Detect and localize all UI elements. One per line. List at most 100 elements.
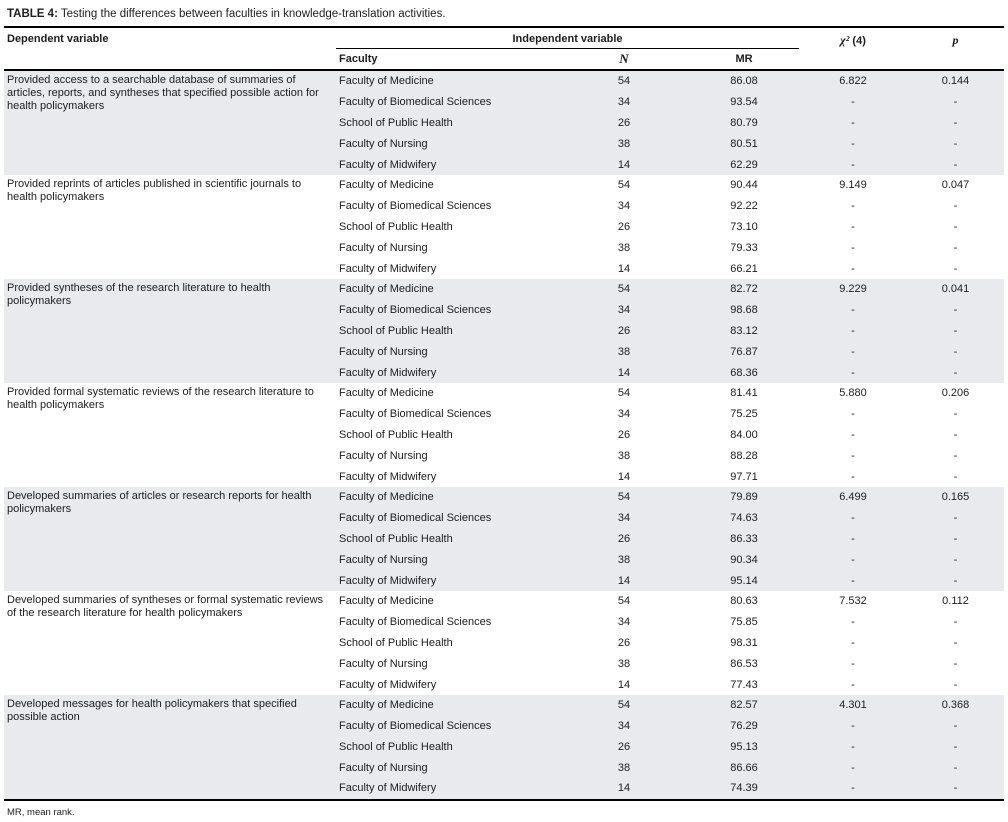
mr-cell: 77.43 xyxy=(730,678,758,691)
chi-square-cell: - xyxy=(851,200,855,213)
table-row: Faculty of Biomedical Sciences 34 75.85 - - xyxy=(4,612,1004,633)
chi-square-cell: - xyxy=(799,299,908,321)
faculty-cell: School of Public Health xyxy=(339,636,453,649)
mr-cell: 79.33 xyxy=(730,241,758,254)
table-row: Faculty of Nursing 38 86.53 - - xyxy=(4,653,1004,674)
faculty-cell: Faculty of Medicine xyxy=(336,694,559,716)
p-value-cell: 0.206 xyxy=(941,387,970,400)
table-row: Developed summaries of syntheses or form… xyxy=(4,591,1004,619)
faculty-cell: Faculty of Nursing xyxy=(336,133,559,155)
chi-square-cell: 6.822 xyxy=(799,70,908,92)
n-cell: 38 xyxy=(559,133,689,155)
chi-square-cell: - xyxy=(851,220,855,233)
mr-cell: 95.13 xyxy=(689,736,800,758)
table-row: Faculty of Biomedical Sciences 34 98.68- - xyxy=(4,299,1005,321)
table-row: Faculty of Nursing 38 90.34- - xyxy=(4,549,1005,571)
mr-cell: 84.00 xyxy=(730,428,758,441)
chi-square-cell: - xyxy=(851,262,855,275)
p-value-cell: - xyxy=(907,299,1005,321)
faculty-cell: Faculty of Nursing xyxy=(336,341,559,363)
n-cell: 26 xyxy=(559,112,689,134)
faculty-cell: Faculty of Biomedical Sciences xyxy=(336,91,559,113)
table-row: Provided syntheses of the research liter… xyxy=(4,278,1005,383)
n-cell: 54 xyxy=(617,179,631,192)
mr-cell: 75.85 xyxy=(730,616,758,629)
faculty-cell: Faculty of Biomedical Sciences xyxy=(336,507,559,529)
n-cell: 34 xyxy=(559,715,689,737)
faculty-cell: Faculty of Midwifery xyxy=(336,570,559,591)
col-header-n: N xyxy=(559,48,689,71)
n-cell: 14 xyxy=(559,778,689,801)
faculty-cell: School of Public Health xyxy=(339,428,453,441)
mr-cell: 73.10 xyxy=(730,220,758,233)
n-cell: 34 xyxy=(559,507,689,529)
table-row: Faculty of Biomedical Sciences 34 74.63- - xyxy=(4,507,1005,529)
table-row: School of Public Health 26 84.00 - - xyxy=(4,425,1004,446)
mr-cell: 76.87 xyxy=(689,341,800,363)
table-row: Faculty of Midwifery 14 77.43 - - xyxy=(4,674,1004,695)
faculty-cell: Faculty of Nursing xyxy=(339,449,428,462)
table-row: School of Public Health 26 83.12- - xyxy=(4,320,1005,342)
chi-square-cell: - xyxy=(799,362,908,383)
chi-square-cell: - xyxy=(851,678,855,691)
table-row: School of Public Health 26 80.79- - xyxy=(4,112,1005,134)
chi-square-cell: - xyxy=(851,657,855,670)
chi-square-cell: - xyxy=(799,154,908,175)
table-row: Provided formal systematic reviews of th… xyxy=(4,383,1004,411)
mr-cell: 80.79 xyxy=(689,112,800,134)
faculty-cell: Faculty of Nursing xyxy=(336,757,559,779)
p-value-cell: - xyxy=(953,657,958,670)
table-title: TABLE 4: Testing the differences between… xyxy=(4,4,1004,26)
faculty-cell: Faculty of Medicine xyxy=(336,486,559,508)
chi-square-cell: - xyxy=(799,736,908,758)
n-cell: 26 xyxy=(559,320,689,342)
faculty-cell: Faculty of Biomedical Sciences xyxy=(339,616,492,629)
table-row: Faculty of Nursing 38 76.87- - xyxy=(4,341,1005,363)
chi-square-cell: - xyxy=(851,449,855,462)
table-header: Dependent variable Independent variable … xyxy=(4,28,1005,71)
mr-cell: 93.54 xyxy=(689,91,800,113)
faculty-cell: Faculty of Medicine xyxy=(339,387,434,400)
faculty-cell: Faculty of Midwifery xyxy=(339,262,437,275)
n-cell: 38 xyxy=(559,549,689,571)
chi-square-cell: - xyxy=(799,778,908,801)
table-body: Provided access to a searchable database… xyxy=(4,70,1005,801)
faculty-cell: Faculty of Nursing xyxy=(339,241,428,254)
table-row: School of Public Health 26 95.13- - xyxy=(4,736,1005,758)
n-cell: 34 xyxy=(559,299,689,321)
p-value-cell: - xyxy=(953,408,958,421)
p-value-cell: - xyxy=(953,428,958,441)
n-cell: 54 xyxy=(559,70,689,92)
p-value-cell: 0.112 xyxy=(942,595,969,608)
faculty-cell: Faculty of Midwifery xyxy=(339,470,437,483)
col-header-p-value: p xyxy=(907,28,1005,71)
mr-cell: 83.12 xyxy=(689,320,800,342)
n-cell: 14 xyxy=(559,362,689,383)
p-value-cell: - xyxy=(907,341,1005,363)
p-value-cell: - xyxy=(907,507,1005,529)
mr-cell: 76.29 xyxy=(689,715,800,737)
faculty-cell: Faculty of Medicine xyxy=(339,179,434,192)
faculty-cell: Faculty of Midwifery xyxy=(336,154,559,175)
faculty-cell: Faculty of Biomedical Sciences xyxy=(336,715,559,737)
n-cell: 14 xyxy=(617,678,631,691)
faculty-cell: School of Public Health xyxy=(336,320,559,342)
p-value-cell: - xyxy=(907,736,1005,758)
table-row: Faculty of Midwifery 14 74.39- - xyxy=(4,778,1005,801)
table-row: Faculty of Biomedical Sciences 34 75.25 - - xyxy=(4,404,1004,425)
n-cell: 26 xyxy=(617,428,631,441)
p-value-cell: - xyxy=(907,362,1005,383)
table-row: Faculty of Biomedical Sciences 34 76.29- - xyxy=(4,715,1005,737)
table-row: Faculty of Midwifery 14 66.21 - - xyxy=(4,258,1004,279)
faculty-cell: Faculty of Nursing xyxy=(336,549,559,571)
faculty-cell: Faculty of Nursing xyxy=(339,657,428,670)
n-cell: 54 xyxy=(559,278,689,300)
chi-square-cell: - xyxy=(799,570,908,591)
n-cell: 34 xyxy=(617,200,631,213)
n-cell: 14 xyxy=(559,570,689,591)
p-value-cell: - xyxy=(953,470,958,483)
mr-cell: 75.25 xyxy=(730,408,758,421)
chi-symbol: χ² xyxy=(840,33,850,47)
p-value-cell: - xyxy=(907,778,1005,801)
